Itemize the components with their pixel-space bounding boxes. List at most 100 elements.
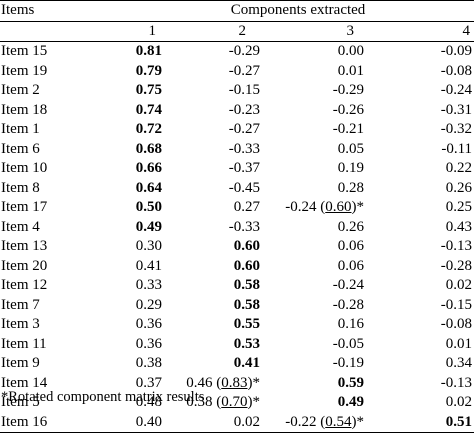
loading-value: 0.41	[233, 355, 260, 372]
loading-value: -0.26	[332, 101, 364, 118]
loading-component-1: 0.49	[82, 218, 174, 238]
loading-component-3: -0.22 (0.54)*	[274, 412, 384, 433]
loading-component-1: 0.41	[82, 257, 174, 277]
loading-value: 0.16	[337, 316, 364, 333]
table-body: Item 15 0.81 -0.29 0.00 -0.09 Item 19 0.79 -0.2…	[0, 42, 474, 433]
loading-value: 0.60	[233, 238, 260, 255]
component-3-header: 3	[274, 20, 384, 42]
loading-component-4: -0.13	[384, 237, 474, 257]
item-label: Item 20	[1, 257, 48, 274]
loading-component-2: 0.41	[174, 354, 274, 374]
loading-component-4: -0.08	[384, 315, 474, 335]
loading-component-3: 0.06	[274, 237, 384, 257]
empty-header-cell	[0, 20, 82, 42]
loading-component-2: 0.60	[174, 257, 274, 277]
loading-value: 0.55	[233, 316, 260, 333]
item-label: Item 4	[1, 218, 40, 235]
loading-value: 0.29	[135, 296, 162, 313]
loading-value: 0.38	[186, 394, 213, 411]
loading-value: 0.19	[337, 160, 364, 177]
loading-component-2: -0.15	[174, 81, 274, 101]
loading-component-2: 0.46 (0.83)*	[186, 374, 260, 391]
loading-value: 0.64	[135, 179, 162, 196]
loading-value: 0.43	[445, 218, 473, 235]
loading-component-2: 0.38 (0.70)*	[186, 394, 260, 411]
components-extracted-header: Components extracted	[82, 0, 474, 21]
loading-value: 0.06	[337, 257, 364, 274]
loading-value: -0.09	[440, 43, 473, 60]
loading-value: 0.53	[233, 335, 260, 352]
loading-value: 0.02	[445, 277, 473, 294]
loading-value: 0.26	[445, 179, 473, 196]
table-row: Item 1 0.72 -0.27 -0.21 -0.32	[0, 120, 474, 140]
loading-component-4: -0.32	[384, 120, 474, 140]
item-label: Item 18	[1, 101, 48, 118]
loading-value: 0.36	[135, 335, 162, 352]
rotated-loading-value: 0.60	[325, 199, 352, 216]
rotated-loading-value: 0.70	[221, 394, 248, 411]
loading-value: 0.72	[135, 121, 162, 138]
loading-value: 0.75	[135, 82, 162, 99]
table-row: Item 7 0.29 0.58 -0.28 -0.15	[0, 296, 474, 316]
loading-value: 0.30	[135, 238, 162, 255]
item-label: Item 15	[1, 43, 48, 60]
loading-value: -0.13	[440, 238, 473, 255]
loading-component-4: -0.13	[384, 374, 474, 394]
loading-component-3: -0.24 (0.60)*	[285, 199, 364, 216]
loading-component-4: 0.25	[384, 198, 474, 218]
loading-component-2: 0.55	[174, 315, 274, 335]
loading-component-3: 0.28	[274, 179, 384, 199]
loading-component-2: 0.02	[174, 412, 274, 433]
loading-component-2: -0.27	[174, 62, 274, 82]
loading-value: 0.68	[135, 140, 162, 157]
loading-component-2: -0.45	[174, 179, 274, 199]
loading-component-4: 0.26	[384, 179, 474, 199]
loading-component-4: 0.34	[384, 354, 474, 374]
loading-value: 0.33	[135, 277, 162, 294]
loading-component-3: 0.06	[274, 257, 384, 277]
items-column-header: Items	[0, 0, 82, 21]
loading-value: 0.02	[233, 413, 260, 430]
table-row: Item 13 0.30 0.60 0.06 -0.13	[0, 237, 474, 257]
loading-component-1: 0.30	[82, 237, 174, 257]
table-row: Item 15 0.81 -0.29 0.00 -0.09	[0, 42, 474, 62]
item-label: Item 13	[1, 238, 48, 255]
loading-value: 0.28	[337, 179, 364, 196]
loading-component-2: 0.53	[174, 335, 274, 355]
loading-value: -0.08	[440, 62, 473, 79]
loading-component-1: 0.66	[82, 159, 174, 179]
loading-component-4: 0.02	[384, 393, 474, 413]
rotated-loading-value: 0.54	[325, 413, 352, 430]
loading-value: -0.08	[440, 316, 473, 333]
loading-value: -0.33	[228, 140, 260, 157]
loading-component-4: 0.02	[384, 276, 474, 296]
loading-component-1: 0.50	[82, 198, 174, 218]
loading-value: 0.41	[135, 257, 162, 274]
item-label: Item 9	[1, 355, 40, 372]
loading-value: -0.11	[441, 140, 473, 157]
loading-component-3: -0.28	[274, 296, 384, 316]
loading-value: 0.34	[445, 355, 473, 372]
loading-component-3: 0.00	[274, 42, 384, 62]
table-row: Item 6 0.68 -0.33 0.05 -0.11	[0, 140, 474, 160]
loading-component-1: 0.72	[82, 120, 174, 140]
item-label: Item 7	[1, 296, 40, 313]
loading-value: -0.15	[228, 82, 260, 99]
component-2-header: 2	[174, 20, 274, 42]
loading-component-2: -0.33	[174, 140, 274, 160]
loading-value: -0.31	[440, 101, 473, 118]
loading-value: 0.58	[233, 277, 260, 294]
component-1-header: 1	[82, 20, 174, 42]
loading-value: 0.40	[135, 413, 162, 430]
item-label: Item 5	[1, 394, 40, 411]
loading-value: 0.01	[445, 335, 473, 352]
loading-component-3: 0.26	[274, 218, 384, 238]
loading-value: 0.46	[186, 374, 213, 391]
loading-component-1: 0.37	[82, 374, 174, 394]
loading-value: 0.26	[337, 218, 364, 235]
table-row: Item 17 0.50 0.27 -0.24 (0.60)* 0.25	[0, 198, 474, 218]
loading-component-3: 0.59	[274, 374, 384, 394]
table-row: Item 9 0.38 0.41 -0.19 0.34	[0, 354, 474, 374]
header-row: Items Components extracted	[0, 0, 474, 21]
loading-component-1: 0.75	[82, 81, 174, 101]
